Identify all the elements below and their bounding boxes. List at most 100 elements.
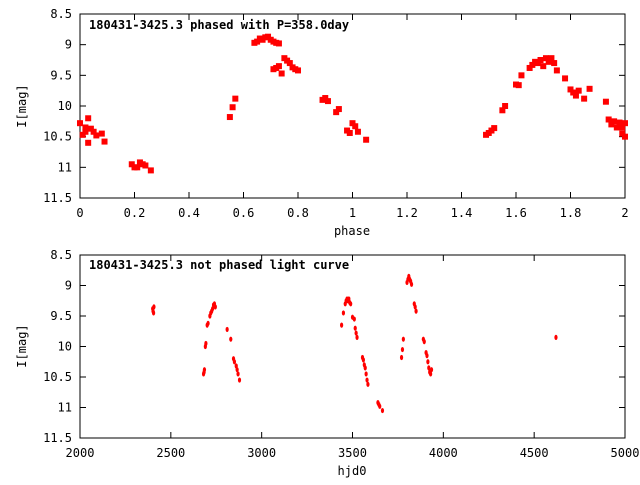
data-point	[429, 367, 434, 373]
data-point	[401, 336, 405, 342]
data-point	[204, 340, 208, 347]
data-point	[540, 63, 547, 70]
data-point	[87, 125, 94, 132]
data-point	[380, 407, 385, 414]
data-point	[322, 95, 329, 102]
data-point	[575, 87, 582, 94]
data-point	[346, 129, 353, 136]
data-point	[354, 330, 358, 336]
data-point	[608, 121, 615, 128]
data-point	[225, 326, 229, 333]
data-point	[237, 377, 242, 383]
data-point	[562, 75, 569, 82]
data-point	[567, 86, 574, 93]
data-point	[616, 119, 623, 126]
data-point	[352, 123, 359, 130]
axis-ticks: 0 0.2 0.4 0.6 0.8 1 1.2 1.4 1.6 1.8 2 8.5 9 9.5 10 10.5…	[43, 7, 629, 220]
y-tick-label: 8.5	[50, 7, 72, 21]
data-point	[229, 104, 236, 111]
x-tick-label: 0	[76, 206, 83, 220]
data-point	[142, 162, 149, 169]
x-tick-label: 2500	[156, 446, 185, 460]
data-point	[349, 120, 356, 127]
x-axis-label: hjd0	[338, 464, 367, 478]
y-tick-label: 10	[58, 99, 72, 113]
data-point	[93, 132, 100, 139]
x-tick-label: 4000	[429, 446, 458, 460]
y-tick-label: 11.5	[43, 431, 72, 445]
data-point	[236, 371, 240, 377]
data-point	[85, 139, 92, 146]
data-point	[355, 334, 359, 340]
data-point	[499, 107, 506, 114]
data-point	[79, 131, 86, 138]
x-tick-label: 5000	[611, 446, 640, 460]
data-point	[413, 304, 417, 310]
x-tick-label: 1.8	[560, 206, 582, 220]
data-point	[363, 365, 367, 371]
x-tick-label: 3500	[338, 446, 367, 460]
x-tick-label: 1.6	[505, 206, 527, 220]
data-point	[147, 167, 154, 174]
data-point	[101, 138, 108, 145]
data-point	[335, 106, 342, 113]
data-point	[226, 114, 233, 121]
y-tick-label: 10.5	[43, 130, 72, 144]
data-point	[551, 60, 558, 67]
data-point	[545, 58, 552, 65]
data-point	[275, 40, 282, 47]
x-tick-label: 2	[621, 206, 628, 220]
x-tick-label: 2000	[66, 446, 95, 460]
data-point	[399, 354, 404, 361]
data-point	[542, 55, 549, 62]
data-point	[232, 359, 237, 365]
data-point	[622, 120, 628, 127]
data-point	[324, 98, 331, 105]
data-point	[526, 64, 533, 71]
plot-frame	[79, 13, 626, 199]
unphased-light-curve-panel: 180431-3425.3 not phased light curve hjd…	[15, 248, 639, 478]
x-tick-label: 1.4	[451, 206, 473, 220]
data-point	[353, 325, 357, 331]
y-tick-label: 9.5	[50, 68, 72, 82]
data-point	[409, 281, 414, 287]
y-tick-label: 10.5	[43, 370, 72, 384]
data-point	[98, 130, 105, 137]
data-point	[426, 359, 430, 365]
data-point	[529, 61, 536, 68]
y-axis-label: I[mag]	[15, 324, 29, 367]
data-point	[581, 95, 588, 102]
phased-light-curve-panel: 180431-3425.3 phased with P=358.0day pha…	[15, 7, 629, 238]
data-point	[378, 403, 382, 409]
data-point	[572, 92, 579, 99]
x-tick-label: 0.4	[178, 206, 200, 220]
y-tick-label: 11	[58, 401, 72, 415]
y-tick-label: 9	[65, 279, 72, 293]
data-point	[366, 381, 370, 387]
data-point	[537, 57, 544, 63]
data-point	[586, 85, 593, 92]
data-point	[213, 304, 217, 310]
data-point	[341, 310, 346, 316]
y-tick-label: 11.5	[43, 191, 72, 205]
data-point	[85, 115, 92, 122]
data-point	[152, 304, 156, 310]
data-point	[134, 164, 141, 171]
data-point	[364, 371, 368, 377]
data-point	[206, 320, 210, 326]
data-point	[553, 67, 560, 74]
y-tick-label: 8.5	[50, 248, 72, 262]
data-point	[515, 82, 522, 89]
data-point	[202, 367, 207, 373]
y-axis-label: I[mag]	[15, 84, 29, 127]
data-point	[622, 133, 628, 140]
data-point	[414, 308, 418, 314]
data-point	[554, 334, 558, 340]
data-points	[77, 33, 628, 174]
data-point	[235, 367, 239, 373]
data-point	[619, 124, 626, 131]
y-tick-label: 11	[58, 160, 72, 174]
data-point	[254, 38, 261, 45]
